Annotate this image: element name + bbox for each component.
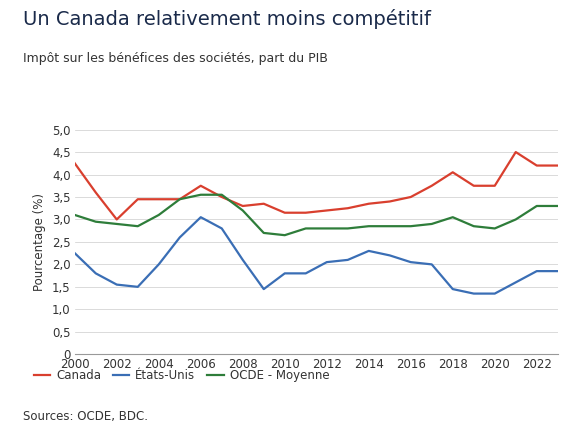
Text: Impôt sur les bénéfices des sociétés, part du PIB: Impôt sur les bénéfices des sociétés, pa… — [23, 52, 328, 65]
États-Unis — [281, 271, 288, 276]
États-Unis — [512, 280, 519, 285]
OCDE - Moyenne — [93, 219, 99, 224]
OCDE - Moyenne — [554, 203, 561, 209]
OCDE - Moyenne — [449, 215, 456, 220]
Canada — [239, 203, 246, 209]
OCDE - Moyenne — [218, 192, 225, 197]
États-Unis — [71, 251, 78, 256]
OCDE - Moyenne — [71, 213, 78, 218]
États-Unis — [323, 260, 330, 265]
OCDE - Moyenne — [260, 230, 267, 235]
Canada — [113, 217, 120, 222]
États-Unis — [135, 284, 141, 289]
Legend: Canada, États-Unis, OCDE - Moyenne: Canada, États-Unis, OCDE - Moyenne — [29, 365, 334, 387]
États-Unis — [197, 215, 204, 220]
OCDE - Moyenne — [281, 232, 288, 238]
Canada — [197, 183, 204, 188]
Canada — [93, 190, 99, 195]
États-Unis — [449, 286, 456, 292]
États-Unis — [533, 269, 540, 274]
OCDE - Moyenne — [470, 224, 477, 229]
Canada — [386, 199, 393, 204]
OCDE - Moyenne — [135, 224, 141, 229]
États-Unis — [365, 248, 372, 254]
États-Unis — [260, 286, 267, 292]
États-Unis — [428, 262, 435, 267]
OCDE - Moyenne — [491, 226, 498, 231]
Canada — [155, 197, 162, 202]
OCDE - Moyenne — [512, 217, 519, 222]
Canada — [365, 201, 372, 206]
États-Unis — [302, 271, 309, 276]
OCDE - Moyenne — [428, 221, 435, 226]
Canada — [177, 197, 183, 202]
Canada — [449, 170, 456, 175]
Canada — [470, 183, 477, 188]
OCDE - Moyenne — [155, 213, 162, 218]
Canada — [554, 163, 561, 168]
États-Unis — [239, 257, 246, 263]
Canada — [512, 149, 519, 155]
Canada — [135, 197, 141, 202]
États-Unis — [554, 269, 561, 274]
Text: Sources: OCDE, BDC.: Sources: OCDE, BDC. — [23, 410, 148, 423]
Canada — [218, 194, 225, 200]
Canada — [260, 201, 267, 206]
Canada — [344, 206, 351, 211]
Canada — [323, 208, 330, 213]
Line: OCDE - Moyenne: OCDE - Moyenne — [75, 195, 558, 235]
OCDE - Moyenne — [177, 197, 183, 202]
Line: États-Unis: États-Unis — [75, 217, 558, 294]
États-Unis — [491, 291, 498, 296]
États-Unis — [344, 257, 351, 263]
États-Unis — [113, 282, 120, 287]
Line: Canada: Canada — [75, 152, 558, 219]
États-Unis — [177, 235, 183, 240]
OCDE - Moyenne — [533, 203, 540, 209]
Canada — [428, 183, 435, 188]
Canada — [302, 210, 309, 215]
Canada — [491, 183, 498, 188]
États-Unis — [470, 291, 477, 296]
Canada — [407, 194, 414, 200]
OCDE - Moyenne — [302, 226, 309, 231]
États-Unis — [155, 262, 162, 267]
OCDE - Moyenne — [386, 224, 393, 229]
États-Unis — [386, 253, 393, 258]
OCDE - Moyenne — [197, 192, 204, 197]
OCDE - Moyenne — [365, 224, 372, 229]
OCDE - Moyenne — [344, 226, 351, 231]
OCDE - Moyenne — [407, 224, 414, 229]
OCDE - Moyenne — [239, 208, 246, 213]
OCDE - Moyenne — [113, 221, 120, 226]
Y-axis label: Pourcentage (%): Pourcentage (%) — [33, 193, 47, 291]
Canada — [71, 161, 78, 166]
États-Unis — [218, 226, 225, 231]
Canada — [533, 163, 540, 168]
États-Unis — [407, 260, 414, 265]
Text: Un Canada relativement moins compétitif: Un Canada relativement moins compétitif — [23, 9, 431, 29]
Canada — [281, 210, 288, 215]
États-Unis — [93, 271, 99, 276]
OCDE - Moyenne — [323, 226, 330, 231]
